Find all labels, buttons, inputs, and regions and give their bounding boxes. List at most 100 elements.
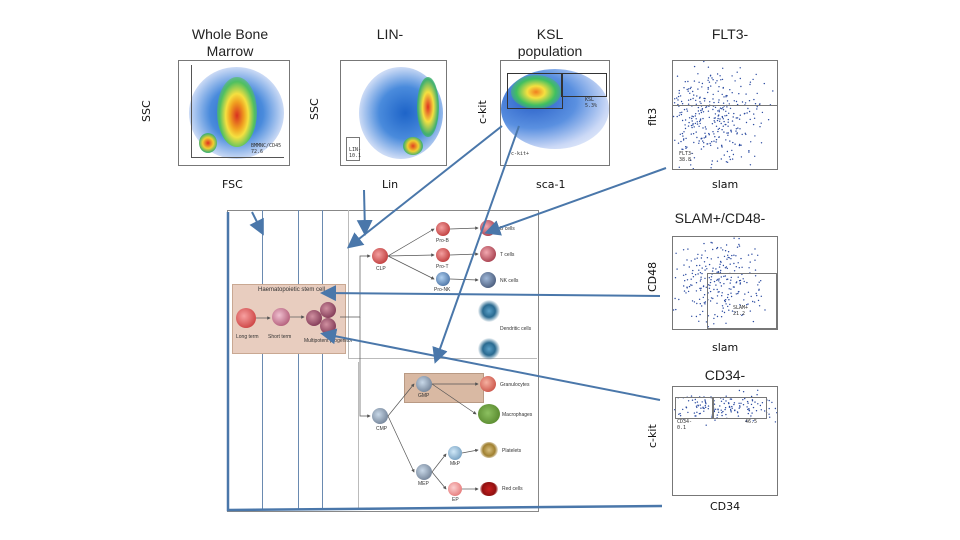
scatter-dot: [713, 403, 716, 405]
scatter-dot: [757, 284, 759, 286]
scatter-dot: [707, 79, 709, 81]
scatter-dot: [681, 103, 684, 105]
scatter-dot: [726, 106, 728, 108]
scatter-dot: [774, 407, 777, 410]
scatter-dot: [685, 292, 687, 294]
scatter-dot: [714, 408, 717, 410]
scatter-dot: [716, 295, 719, 297]
scatter-dot: [752, 420, 754, 422]
scatter-dot: [744, 132, 746, 134]
scatter-dot: [731, 310, 734, 312]
scatter-dot: [729, 408, 732, 411]
scatter-dot: [712, 131, 714, 133]
scatter-dot: [698, 125, 700, 128]
scatter-dot: [712, 248, 714, 251]
scatter-dot: [720, 400, 723, 402]
scatter-dot: [723, 255, 726, 258]
scatter-dot: [674, 98, 676, 100]
scatter-dot: [690, 124, 693, 127]
scatter-dot: [692, 269, 694, 272]
title-lin-minus: LIN-: [376, 26, 404, 42]
scatter-dot: [700, 111, 703, 114]
scatter-dot: [731, 405, 733, 408]
label-pro-b: Pro-B: [436, 238, 449, 244]
cmp-cell: [372, 408, 388, 424]
scatter-dot: [696, 257, 698, 259]
scatter-dot: [699, 96, 701, 98]
scatter-dot: [718, 109, 720, 111]
scatter-dot: [686, 110, 689, 112]
mkp-cell: [448, 446, 462, 460]
scatter-dot: [738, 402, 740, 404]
label-cmp: CMP: [376, 426, 388, 432]
scatter-dot: [704, 132, 706, 134]
scatter-dot: [759, 103, 761, 105]
scatter-dot: [696, 302, 698, 305]
scatter-dot: [705, 403, 707, 405]
scatter-dot: [727, 251, 730, 253]
scatter-dot: [676, 268, 678, 270]
scatter-dot: [736, 246, 739, 248]
scatter-dot: [724, 115, 726, 117]
scatter-dot: [719, 118, 721, 120]
scatter-dot: [682, 148, 684, 151]
scatter-dot: [747, 107, 749, 110]
gate-label-cd34-pos: 46.5: [745, 419, 758, 425]
scatter-dot: [721, 129, 723, 131]
scatter-dot: [716, 160, 719, 162]
scatter-dot: [711, 270, 714, 272]
scatter-dot: [702, 296, 704, 299]
scatter-dot: [715, 82, 717, 84]
scatter-dot: [723, 154, 725, 156]
scatter-dot: [713, 288, 715, 291]
scatter-dot: [696, 123, 699, 125]
scatter-dot: [690, 86, 692, 88]
scatter-dot: [715, 125, 718, 128]
scatter-dot: [726, 267, 728, 270]
scatter-dot: [746, 400, 749, 403]
scatter-dot: [678, 166, 680, 168]
scatter-dot: [733, 124, 735, 126]
scatter-dot: [682, 274, 685, 276]
scatter-dot: [679, 415, 682, 417]
scatter-dot: [737, 262, 739, 264]
scatter-dot: [768, 413, 770, 415]
scatter-dot: [713, 410, 716, 413]
scatter-dot: [698, 298, 701, 300]
scatter-dot: [699, 264, 701, 267]
scatter-dot: [753, 301, 756, 303]
scatter-dot: [707, 88, 709, 90]
scatter-dot: [737, 292, 739, 295]
scatter-dot: [693, 80, 696, 82]
scatter-dot: [761, 111, 764, 114]
scatter-dot: [692, 116, 694, 118]
scatter-dot: [717, 128, 719, 130]
scatter-dot: [760, 409, 762, 411]
plot-slam-cd48: SLAM+ 21.2: [672, 236, 778, 330]
scatter-dot: [674, 139, 676, 141]
scatter-dot: [728, 406, 731, 408]
scatter-dot: [728, 288, 730, 290]
scatter-dot: [749, 310, 751, 312]
scatter-dot: [718, 111, 720, 113]
scatter-dot: [720, 79, 722, 81]
scatter-dot: [682, 139, 685, 141]
scatter-dot: [692, 168, 694, 169]
scatter-dot: [689, 92, 691, 94]
scatter-dot: [698, 120, 701, 123]
scatter-dot: [717, 271, 720, 273]
label-macrophages: Macrophages: [502, 412, 533, 418]
scatter-dot: [701, 109, 703, 111]
scatter-dot: [698, 269, 700, 271]
scatter-dot: [731, 92, 733, 94]
scatter-dot: [683, 138, 685, 140]
scatter-dot: [695, 415, 697, 417]
label-t-cells: T cells: [500, 252, 515, 258]
scatter-dot: [745, 420, 747, 422]
scatter-dot: [709, 142, 711, 145]
scatter-dot: [690, 164, 692, 166]
scatter-dot: [733, 112, 735, 115]
scatter-dot: [751, 253, 753, 255]
scatter-dot: [722, 125, 724, 127]
scatter-dot: [730, 398, 733, 400]
